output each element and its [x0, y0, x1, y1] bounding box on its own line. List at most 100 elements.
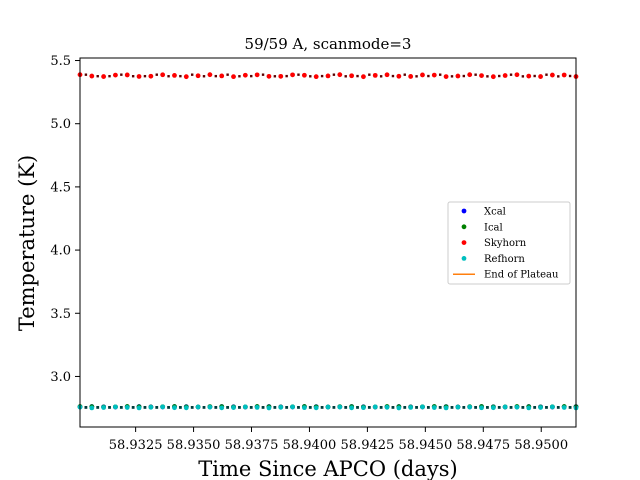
data-point: [514, 404, 520, 410]
legend-marker: [461, 208, 467, 214]
y-tick-label: 4.0: [50, 244, 71, 259]
data-point: [172, 405, 177, 411]
data-point: [313, 74, 319, 80]
data-point: [545, 73, 548, 76]
x-tick-label: 58.9325: [109, 438, 163, 453]
legend: Xcal Ical Skyhorn Refhorn End of Plateau: [447, 201, 571, 285]
data-point: [261, 73, 265, 76]
data-point: [148, 73, 154, 79]
data-point: [84, 406, 88, 409]
data-point: [384, 404, 390, 410]
data-point: [249, 406, 253, 409]
x-axis-label: Time Since APCO (days): [198, 457, 457, 480]
data-point: [372, 72, 378, 78]
data-point: [344, 406, 348, 409]
data-point: [254, 404, 260, 410]
x-tick-label: 58.9450: [398, 438, 452, 453]
data-point: [391, 74, 395, 78]
y-tick-label: 5.0: [50, 117, 71, 132]
data-point: [89, 405, 95, 411]
chart-title: 59/59 A, scanmode=3: [245, 35, 412, 53]
data-point: [450, 406, 454, 409]
data-point: [474, 73, 477, 76]
data-point: [120, 73, 123, 76]
data-point: [356, 74, 359, 78]
data-point: [403, 406, 407, 409]
data-point: [178, 406, 182, 409]
data-point: [431, 72, 437, 78]
data-point: [415, 75, 418, 78]
data-point: [490, 405, 496, 411]
data-point: [450, 75, 454, 78]
data-point: [285, 406, 289, 409]
data-point: [231, 74, 236, 80]
legend-marker: [461, 256, 467, 261]
legend-entry: Refhorn: [461, 254, 525, 265]
data-point: [101, 74, 107, 79]
x-tick-label: 58.9425: [341, 438, 395, 453]
data-point: [155, 406, 159, 409]
data-point: [219, 405, 225, 411]
data-point: [396, 405, 402, 411]
data-point: [490, 74, 496, 80]
data-point: [361, 74, 366, 80]
legend-entry: Skyhorn: [461, 238, 527, 249]
data-point: [308, 406, 312, 409]
data-point: [254, 72, 260, 78]
data-point: [538, 405, 543, 410]
data-point: [278, 404, 284, 410]
data-point: [420, 404, 425, 410]
data-point: [124, 72, 130, 78]
data-point: [344, 75, 347, 78]
data-point: [148, 404, 154, 410]
data-point: [474, 406, 478, 409]
data-point: [183, 74, 189, 80]
data-point: [261, 406, 265, 409]
data-point: [195, 404, 201, 410]
data-point: [242, 404, 248, 410]
data-point: [113, 404, 118, 410]
plot-frame: [79, 57, 577, 428]
data-point: [250, 74, 253, 78]
data-point: [431, 405, 437, 410]
data-point: [438, 406, 442, 409]
data-point: [290, 72, 295, 78]
data-point: [231, 405, 236, 410]
data-point: [136, 405, 142, 411]
data-point: [384, 72, 390, 78]
data-point: [521, 75, 525, 78]
data-point: [266, 73, 272, 79]
data-point: [443, 405, 449, 411]
data-point: [202, 406, 206, 409]
legend-label: Skyhorn: [484, 238, 527, 249]
data-point: [195, 73, 201, 79]
data-point: [467, 72, 473, 78]
data-layer: [77, 72, 579, 411]
data-point: [238, 406, 241, 409]
data-point: [84, 73, 88, 76]
data-point: [143, 74, 147, 78]
data-point: [89, 73, 95, 79]
data-point: [183, 405, 189, 411]
data-point: [301, 405, 307, 411]
data-point: [242, 72, 248, 78]
data-point: [568, 74, 572, 78]
data-point: [325, 404, 331, 410]
data-point: [368, 73, 371, 76]
data-point: [337, 404, 343, 410]
data-point: [526, 405, 532, 411]
data-point: [96, 406, 100, 409]
data-point: [320, 74, 324, 78]
data-point: [238, 75, 241, 78]
data-point: [160, 404, 166, 410]
data-point: [301, 72, 307, 78]
x-tick-label: 58.9500: [514, 438, 568, 453]
data-point: [332, 73, 336, 76]
data-point: [396, 73, 402, 79]
data-point: [273, 406, 277, 409]
data-point: [207, 404, 213, 410]
data-point: [101, 405, 107, 410]
series-refhorn: [77, 404, 579, 411]
data-point: [160, 72, 166, 78]
data-point: [443, 74, 449, 79]
